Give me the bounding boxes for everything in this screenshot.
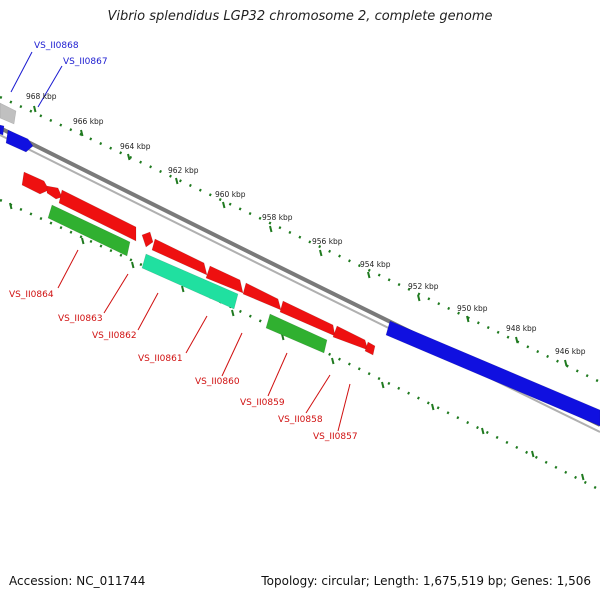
gene-label-reverse: VS_II0860 [195,377,240,387]
label-leader-line [137,292,159,331]
label-leader-line [267,352,288,397]
genome-summary-text: Topology: circular; Length: 1,675,519 bp… [261,574,591,588]
scale-label: 968 kbp [26,92,57,101]
scale-tick [181,285,185,293]
label-leader-line [221,332,243,377]
gene-feature-reverse [265,313,328,354]
gene-feature-reverse [47,204,131,257]
scale-tick [175,177,179,185]
dotted-tick-ring [0,198,600,492]
label-leader-line [103,273,129,314]
scale-tick [131,261,135,269]
gene-feature-forward [0,124,5,136]
gene-features [0,102,600,427]
scale-tick [381,381,385,389]
tick-rings [0,95,600,492]
scale-label: 946 kbp [555,347,586,356]
label-leader-line [185,315,208,354]
scale-tick [33,105,37,113]
scale-label: 966 kbp [73,117,104,126]
gene-label-reverse: VS_II0862 [92,331,137,341]
scale-tick [81,237,85,245]
scale-tick [222,201,226,209]
scale-label: 962 kbp [168,166,199,175]
gene-feature-reverse [364,341,376,356]
gene-label-forward: VS_II0868 [34,41,79,51]
scale-label: 952 kbp [408,282,439,291]
scale-tick [581,473,585,481]
gene-feature-forward [5,129,34,153]
label-leader-line [10,51,33,93]
scale-label: 954 kbp [360,260,391,269]
gene-feature-reverse [205,265,244,294]
dotted-tick-ring [0,95,600,384]
scale-tick [466,315,470,323]
scale-tick [331,357,335,365]
gene-feature-reverse [141,253,239,310]
label-leader-line [57,249,79,289]
scale-label: 956 kbp [312,237,343,246]
map-title: Vibrio splendidus LGP32 chromosome 2, co… [107,9,493,24]
gene-feature-reverse [21,171,50,195]
label-leader-line [305,374,331,414]
scale-tick [127,153,131,161]
backbone-line [0,134,600,433]
gene-label-reverse: VS_II0859 [240,398,285,408]
scale-tick [515,336,519,344]
scale-tick [481,427,485,435]
scale-tick [269,225,273,233]
gene-label-forward: VS_II0867 [63,57,108,67]
scale-tick [417,294,421,302]
scale-tick [80,129,84,137]
scale-tick [431,403,435,411]
scale-label: 958 kbp [262,213,293,222]
scale-label: 950 kbp [457,304,488,313]
gene-label-reverse: VS_II0861 [138,354,183,364]
scale-tick [564,359,568,367]
scale-label: 948 kbp [506,324,537,333]
scale-tick [231,309,235,317]
label-leader-line [337,383,351,432]
gene-feature-reverse [46,185,63,200]
label-leader-line [37,65,63,108]
gene-feature-reverse [242,282,282,311]
scale-tick [319,249,323,257]
accession-text: Accession: NC_011744 [9,574,146,588]
scale-tick [531,450,535,458]
gene-feature-reverse [58,189,137,242]
gene-feature-reverse [332,325,369,351]
gene-label-reverse: VS_II0858 [278,415,323,425]
gene-feature-forward [0,102,17,125]
gene-label-reverse: VS_II0863 [58,314,103,324]
scale-label: 964 kbp [120,142,151,151]
gene-feature-reverse [141,231,154,248]
label-leader-lines [10,51,351,432]
scale-tick [367,271,371,279]
gene-label-reverse: VS_II0864 [9,290,54,300]
gene-label-reverse: VS_II0857 [313,432,358,442]
scale-label: 960 kbp [215,190,246,199]
gene-feature-forward [385,320,600,427]
scale-tick [9,202,13,210]
